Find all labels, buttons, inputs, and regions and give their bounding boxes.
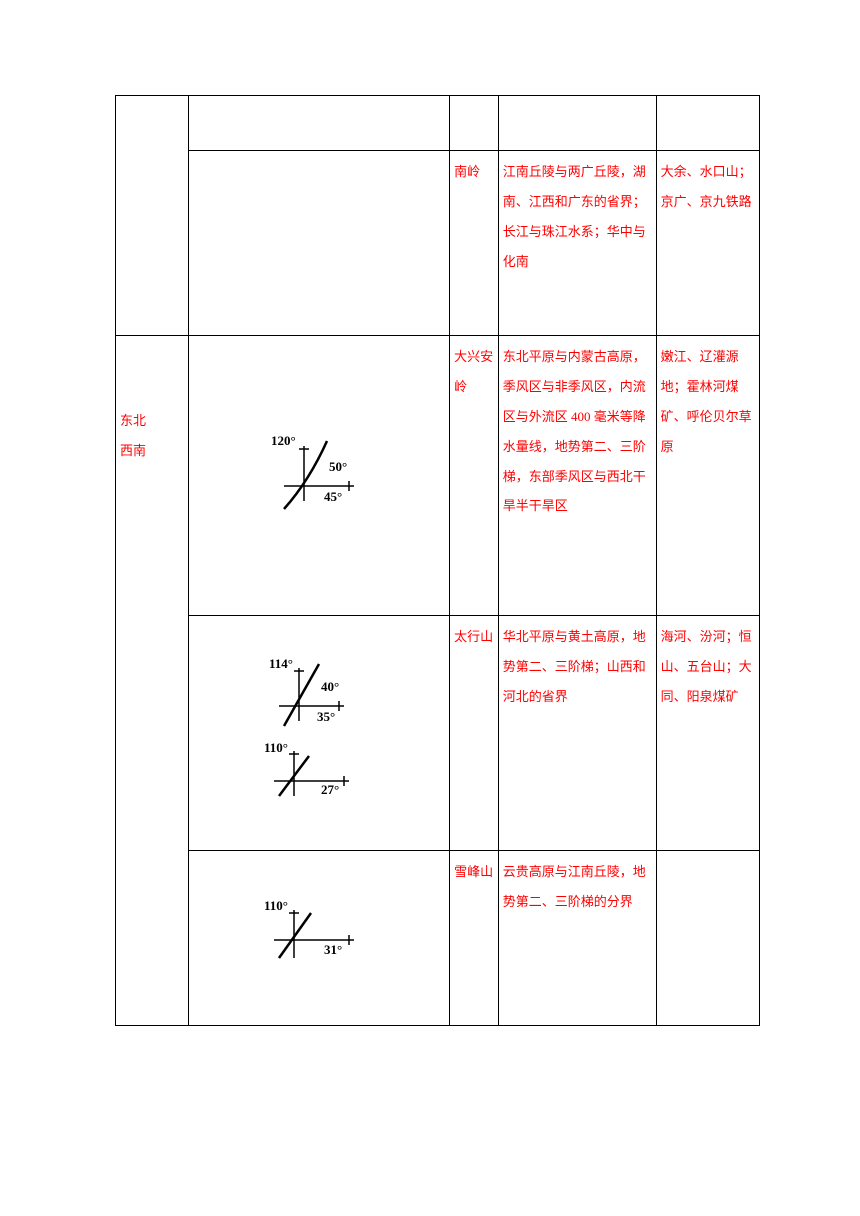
mountain-label: 雪峰山: [454, 864, 493, 879]
cell-resource-0: [656, 96, 759, 151]
boundary-text: 华北平原与黄土高原，地势第二、三阶梯；山西和河北的省界: [503, 629, 646, 704]
angle-label: 50°: [329, 459, 347, 474]
angle-label: 27°: [321, 782, 339, 797]
cell-mountain-4: 雪峰山: [450, 851, 499, 1026]
cell-mountain-2: 大兴安岭: [450, 336, 499, 616]
cell-diagram-0: [188, 96, 449, 151]
diagram-taihang-upper: 114° 40° 35°: [249, 656, 389, 741]
direction-label: 东北西南: [120, 413, 146, 458]
table-row: 110° 31° 雪峰山 云贵高原与江南丘陵，地势第二、三阶梯的分界: [116, 851, 760, 1026]
cell-direction-2: 东北西南: [116, 336, 189, 1026]
angle-label: 45°: [324, 489, 342, 504]
resource-text: 大余、水口山；京广、京九铁路: [661, 164, 752, 209]
cell-diagram-2: 120° 50° 45°: [188, 336, 449, 616]
mountain-label: 大兴安岭: [454, 349, 493, 394]
cell-boundary-0: [498, 96, 656, 151]
cell-diagram-4: 110° 31°: [188, 851, 449, 1026]
cell-boundary-1: 江南丘陵与两广丘陵，湖南、江西和广东的省界；长江与珠江水系；华中与化南: [498, 151, 656, 336]
boundary-text: 东北平原与内蒙古高原，季风区与非季风区，内流区与外流区 400 毫米等降水量线，…: [503, 349, 646, 513]
table-row: [116, 96, 760, 151]
page-container: 南岭 江南丘陵与两广丘陵，湖南、江西和广东的省界；长江与珠江水系；华中与化南 大…: [0, 0, 860, 1086]
geography-table: 南岭 江南丘陵与两广丘陵，湖南、江西和广东的省界；长江与珠江水系；华中与化南 大…: [115, 95, 760, 1026]
cell-resource-1: 大余、水口山；京广、京九铁路: [656, 151, 759, 336]
table-row: 114° 40° 35° 110° 27° 太行山 华北平原与黄土高原，地势第二…: [116, 616, 760, 851]
cell-diagram-3: 114° 40° 35° 110° 27°: [188, 616, 449, 851]
cell-boundary-2: 东北平原与内蒙古高原，季风区与非季风区，内流区与外流区 400 毫米等降水量线，…: [498, 336, 656, 616]
cell-boundary-4: 云贵高原与江南丘陵，地势第二、三阶梯的分界: [498, 851, 656, 1026]
angle-label: 120°: [271, 433, 296, 448]
angle-label: 110°: [264, 741, 288, 755]
boundary-text: 江南丘陵与两广丘陵，湖南、江西和广东的省界；长江与珠江水系；华中与化南: [503, 164, 646, 269]
diagram-xuefeng: 110° 31°: [249, 898, 389, 978]
cell-mountain-3: 太行山: [450, 616, 499, 851]
angle-label: 40°: [321, 679, 339, 694]
cell-mountain-0: [450, 96, 499, 151]
cell-diagram-1: [188, 151, 449, 336]
cell-resource-4: [656, 851, 759, 1026]
angle-label: 35°: [317, 709, 335, 724]
table-row: 东北西南 120° 50° 45° 大兴安岭 东北平原与内蒙古高原，季风区与非季…: [116, 336, 760, 616]
mountain-label: 南岭: [454, 164, 480, 179]
angle-label: 31°: [324, 942, 342, 957]
boundary-text: 云贵高原与江南丘陵，地势第二、三阶梯的分界: [503, 864, 646, 909]
resource-text: 嫩江、辽灌源地；霍林河煤矿、呼伦贝尔草原: [661, 349, 752, 454]
diagram-daxinganling: 120° 50° 45°: [249, 431, 389, 521]
diagram-taihang-lower: 110° 27°: [249, 741, 389, 811]
mountain-label: 太行山: [454, 629, 493, 644]
cell-boundary-3: 华北平原与黄土高原，地势第二、三阶梯；山西和河北的省界: [498, 616, 656, 851]
cell-direction-0: [116, 96, 189, 336]
angle-label: 110°: [264, 898, 288, 913]
cell-resource-3: 海河、汾河；恒山、五台山；大同、阳泉煤矿: [656, 616, 759, 851]
angle-label: 114°: [269, 656, 293, 671]
resource-text: 海河、汾河；恒山、五台山；大同、阳泉煤矿: [661, 629, 752, 704]
cell-mountain-1: 南岭: [450, 151, 499, 336]
table-row: 南岭 江南丘陵与两广丘陵，湖南、江西和广东的省界；长江与珠江水系；华中与化南 大…: [116, 151, 760, 336]
cell-resource-2: 嫩江、辽灌源地；霍林河煤矿、呼伦贝尔草原: [656, 336, 759, 616]
